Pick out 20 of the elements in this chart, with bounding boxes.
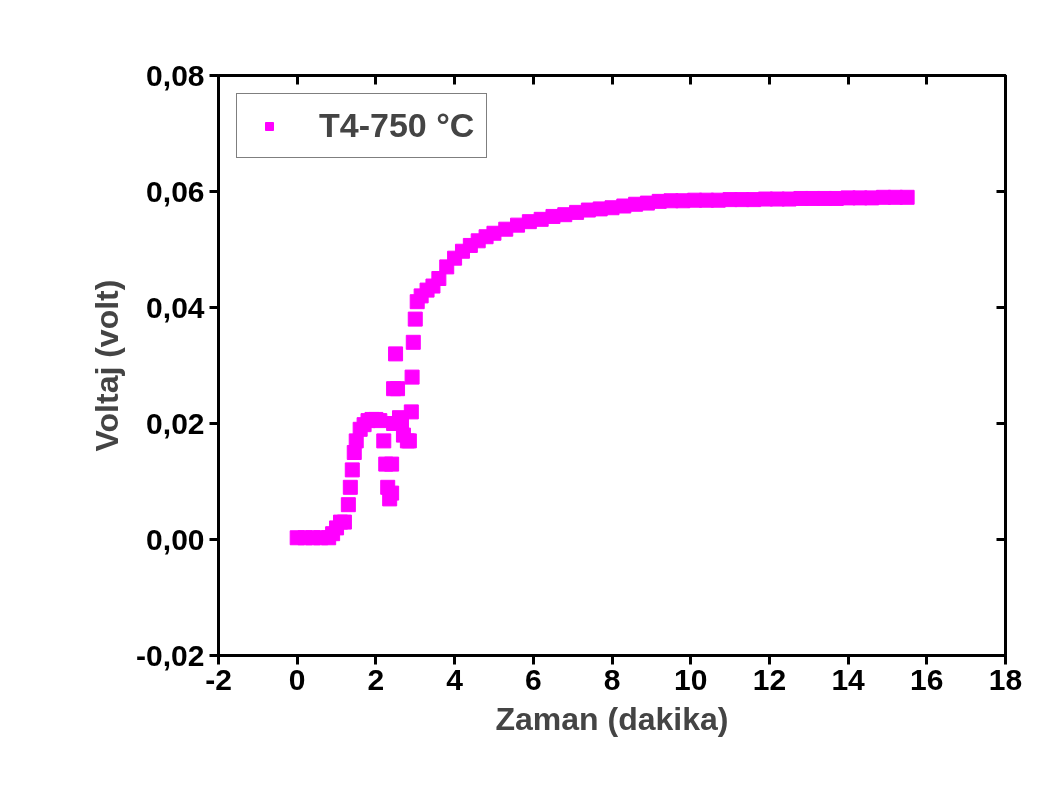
x-tick-label: 2 [367,662,385,696]
x-tick-label: -2 [205,662,232,696]
legend-label: T4-750 °C [319,106,475,145]
y-tick-label: 0,02 [146,406,205,440]
x-tick-label: 0 [288,662,306,696]
x-tick-label: 16 [910,662,944,696]
x-tick-label: 12 [752,662,787,696]
x-tick-label: 18 [988,662,1023,696]
y-tick-label: 0,04 [146,290,205,324]
y-tick-label: 0,08 [146,58,205,92]
y-tick-label: -0,02 [136,638,205,672]
x-tick-label: 14 [831,662,866,696]
x-tick-label: 10 [674,662,708,696]
y-axis-title: Voltaj (volt) [89,279,126,452]
y-tick-label: 0,00 [146,522,205,556]
x-axis-title: Zaman (dakika) [495,700,729,737]
x-tick-label: 8 [603,662,621,696]
x-tick-label: 6 [524,662,542,696]
y-tick-label: 0,06 [146,174,205,208]
x-tick-label: 4 [446,662,464,696]
